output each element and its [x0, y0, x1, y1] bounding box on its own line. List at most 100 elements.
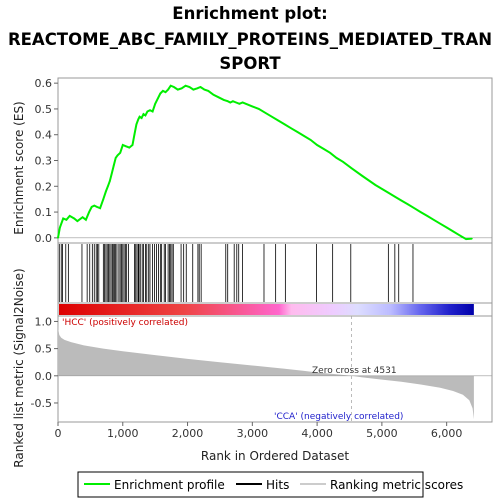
metric-y-tick-label: 0.0 [35, 370, 53, 383]
enrichment-point [142, 113, 145, 115]
enrichment-point [119, 151, 121, 154]
enrichment-point [65, 218, 68, 221]
enrichment-point [125, 145, 127, 148]
enrichment-point [144, 114, 147, 117]
enrichment-point [452, 230, 454, 233]
enrichment-point [419, 211, 422, 213]
enrichment-point [177, 88, 179, 91]
es-panel-frame [57, 77, 493, 244]
enrichment-point [229, 101, 232, 104]
enrichment-point [110, 172, 113, 175]
enrichment-point [188, 86, 191, 88]
enrichment-point [361, 175, 364, 177]
enrichment-point [394, 195, 396, 198]
enrichment-point [445, 226, 448, 229]
ranking-metric-area [58, 318, 474, 420]
x-tick-label: 1,000 [107, 427, 139, 440]
chart-title-line-2: REACTOME_ABC_FAMILY_PROTEINS_MEDIATED_TR… [8, 30, 492, 49]
x-axis: 0 1,000 2,000 3,000 4,000 5,000 6,000 [55, 422, 463, 440]
enrichment-point [199, 86, 202, 88]
enrichment-point [238, 102, 241, 105]
hits-panel-frame [57, 242, 493, 304]
enrichment-point [121, 144, 124, 146]
enrichment-point [138, 115, 141, 118]
enrichment-point [57, 237, 59, 239]
enrichment-point [296, 131, 299, 133]
enrichment-point [270, 115, 273, 118]
legend-hits-label: Hits [266, 478, 289, 492]
legend-ranking-metric-label: Ranking metric scores [330, 478, 463, 492]
enrichment-point [73, 217, 75, 220]
x-tick-label: 6,000 [431, 427, 463, 440]
enrichment-point [258, 108, 260, 110]
negative-class-label: 'CCA' (negatively correlated) [274, 412, 403, 422]
enrichment-point [88, 211, 90, 213]
enrichment-point [226, 100, 229, 103]
enrichment-point [109, 180, 111, 182]
positive-class-label: 'HCC' (positively correlated) [62, 318, 188, 328]
enrichment-point [135, 123, 138, 126]
enrichment-point [235, 101, 237, 104]
enrichment-point [59, 226, 61, 229]
enrichment-point [241, 101, 244, 104]
legend-enrichment-profile-label: Enrichment profile [114, 478, 225, 492]
enrichment-point [203, 88, 206, 91]
es-y-tick-label: 0.5 [35, 103, 53, 116]
enrichment-point [102, 198, 105, 200]
enrichment-point [309, 139, 312, 141]
enrichment-point [207, 90, 210, 92]
enrichment-point [184, 84, 187, 87]
enrichment-point [154, 102, 156, 105]
enrichment-point [90, 206, 93, 208]
enrichment-point [162, 90, 164, 92]
hits-markers [58, 244, 414, 302]
enrichment-point [196, 87, 199, 90]
enrichment-point [93, 204, 96, 207]
enrichment-point [322, 148, 325, 150]
chart-title-line-3: SPORT [219, 54, 281, 73]
enrichment-profile-points [57, 84, 473, 240]
enrichment-point [137, 118, 140, 121]
enrichment-point [180, 87, 183, 90]
es-y-tick-label: 0.2 [35, 180, 53, 193]
enrichment-point [374, 184, 377, 186]
enrichment-point [85, 218, 87, 221]
x-tick-label: 3,000 [237, 427, 269, 440]
enrichment-point [159, 92, 162, 95]
enrichment-point [387, 191, 390, 194]
es-y-tick-label: 0.4 [35, 129, 53, 142]
metric-y-tick-label: 1.0 [35, 315, 53, 328]
enrichment-point [81, 216, 84, 219]
enrichment-point [439, 222, 441, 225]
enrichment-point [107, 185, 109, 188]
enrichment-point [283, 123, 286, 126]
enrichment-point [458, 234, 461, 237]
enrichment-point [350, 167, 353, 170]
enrichment-point [329, 151, 331, 154]
es-y-tick-label: 0.6 [35, 77, 53, 90]
enrichment-point [413, 207, 416, 209]
x-tick-label: 2,000 [172, 427, 204, 440]
metric-y-tick-label: 0.5 [35, 343, 53, 356]
enrichment-point [245, 102, 247, 105]
metric-y-axis-label: Ranked list metric (Signal2Noise) [12, 268, 26, 467]
enrichment-point [316, 144, 318, 146]
enrichment-point [68, 215, 71, 217]
es-y-axis-label: Enrichment score (ES) [12, 101, 26, 234]
chart-title-line-1: Enrichment plot: [172, 4, 327, 23]
enrichment-point [212, 93, 215, 96]
es-y-tick-label: 0.0 [35, 232, 53, 245]
enrichment-point [167, 88, 169, 91]
x-axis-label: Rank in Ordered Dataset [201, 449, 349, 463]
enrichment-point [114, 157, 117, 159]
enrichment-point [99, 207, 101, 209]
enrichment-point [173, 86, 175, 88]
enrichment-point [112, 164, 115, 167]
enrichment-point [277, 119, 280, 122]
enrichment-point [335, 157, 338, 159]
x-tick-label: 0 [55, 427, 62, 440]
enrichment-point [471, 237, 473, 240]
rank-color-bar [59, 304, 474, 315]
enrichment-point [232, 100, 234, 103]
